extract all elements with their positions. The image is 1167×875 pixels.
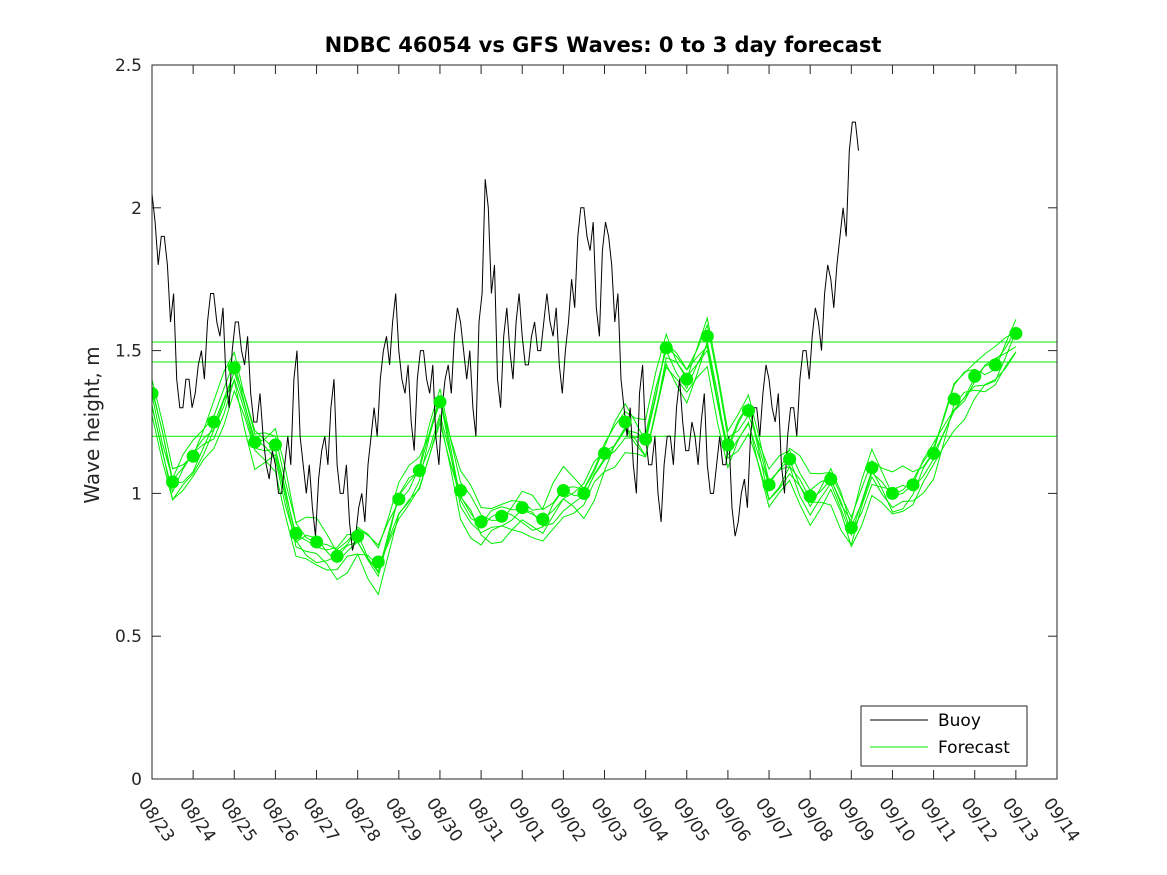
- forecast-point: [618, 415, 632, 429]
- forecast-point: [783, 452, 797, 466]
- forecast-point: [474, 515, 488, 529]
- forecast-point: [885, 486, 899, 500]
- forecast-point: [700, 329, 714, 343]
- forecast-point: [556, 484, 570, 498]
- forecast-point: [268, 438, 282, 452]
- series-group: [152, 121, 1057, 596]
- forecast-point: [824, 472, 838, 486]
- forecast-point: [207, 415, 221, 429]
- legend: Buoy Forecast: [860, 705, 1028, 767]
- y-tick-label: 0: [131, 770, 142, 790]
- forecast-point: [495, 509, 509, 523]
- forecast-point: [659, 341, 673, 355]
- forecast-point: [186, 449, 200, 463]
- legend-forecast-label: Forecast: [938, 738, 1010, 758]
- forecast-point: [433, 395, 447, 409]
- forecast-point: [330, 549, 344, 563]
- forecast-run-line-6: [152, 352, 1017, 596]
- forecast-point: [906, 478, 920, 492]
- forecast-point: [803, 489, 817, 503]
- forecast-point: [844, 521, 858, 535]
- y-tick-label: 1: [131, 484, 142, 504]
- y-axis-label: Wave height, m: [80, 346, 104, 503]
- forecast-point: [351, 529, 365, 543]
- forecast-point: [865, 461, 879, 475]
- y-tick-label: 1.5: [115, 342, 142, 362]
- legend-box: [860, 705, 1028, 767]
- forecast-point: [536, 512, 550, 526]
- forecast-point: [392, 492, 406, 506]
- forecast-point: [227, 361, 241, 375]
- forecast-point: [1009, 326, 1023, 340]
- forecast-point: [454, 484, 468, 498]
- forecast-point: [741, 404, 755, 418]
- forecast-point: [947, 392, 961, 406]
- forecast-point: [762, 478, 776, 492]
- chart-title: NDBC 46054 vs GFS Waves: 0 to 3 day fore…: [325, 33, 882, 57]
- y-tick-label: 2: [131, 199, 142, 219]
- forecast-point: [721, 438, 735, 452]
- forecast-run-line-3: [152, 341, 1017, 581]
- forecast-point: [515, 501, 529, 515]
- forecast-point: [927, 446, 941, 460]
- forecast-point: [248, 435, 262, 449]
- forecast-point: [988, 358, 1002, 372]
- forecast-point: [371, 555, 385, 569]
- forecast-point: [412, 464, 426, 478]
- forecast-point: [289, 526, 303, 540]
- forecast-point: [639, 432, 653, 446]
- forecast-point: [598, 446, 611, 460]
- forecast-point: [680, 372, 694, 386]
- forecast-point: [152, 386, 159, 400]
- legend-buoy-label: Buoy: [938, 711, 981, 731]
- forecast-point: [968, 369, 982, 383]
- forecast-point: [577, 486, 591, 500]
- y-tick-label: 2.5: [115, 56, 142, 76]
- buoy-line: [152, 121, 859, 551]
- forecast-point: [310, 535, 324, 549]
- y-tick-label: 0.5: [115, 627, 142, 647]
- forecast-point: [166, 475, 180, 489]
